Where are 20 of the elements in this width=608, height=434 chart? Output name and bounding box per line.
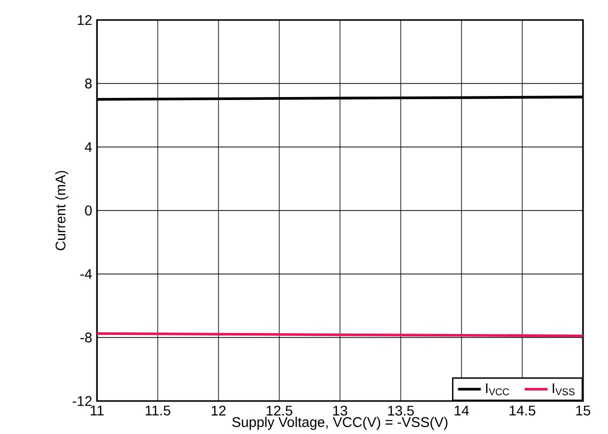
- x-tick-label: 12: [212, 406, 226, 416]
- y-tick-label: 4: [84, 142, 92, 152]
- x-tick-label: 13.5: [388, 406, 414, 416]
- x-tick-label: 14: [454, 406, 469, 416]
- legend-label: I$_{VCC}$: [486, 383, 510, 396]
- x-tick-label: 12.5: [266, 406, 292, 416]
- y-tick-label: -12: [72, 396, 92, 406]
- x-tick-label: 15: [576, 406, 590, 416]
- y-tick-label: 12: [78, 15, 92, 25]
- y-tick-label: 0: [85, 205, 92, 216]
- x-tick-label: 11.5: [146, 406, 170, 416]
- y-axis-title: Current (mA): [55, 170, 68, 250]
- x-axis-title: Supply Voltage, VCC(V) = -VSS(V): [232, 416, 448, 430]
- legend-label: I$_{VSS}$: [552, 383, 575, 396]
- x-tick-label: 13: [333, 406, 348, 416]
- x-tick-label: 14.5: [510, 406, 536, 416]
- y-tick-label: 8: [85, 78, 92, 88]
- y-tick-label: -8: [80, 332, 92, 342]
- x-tick-label: 11: [90, 406, 104, 416]
- y-tick-label: -4: [80, 269, 92, 279]
